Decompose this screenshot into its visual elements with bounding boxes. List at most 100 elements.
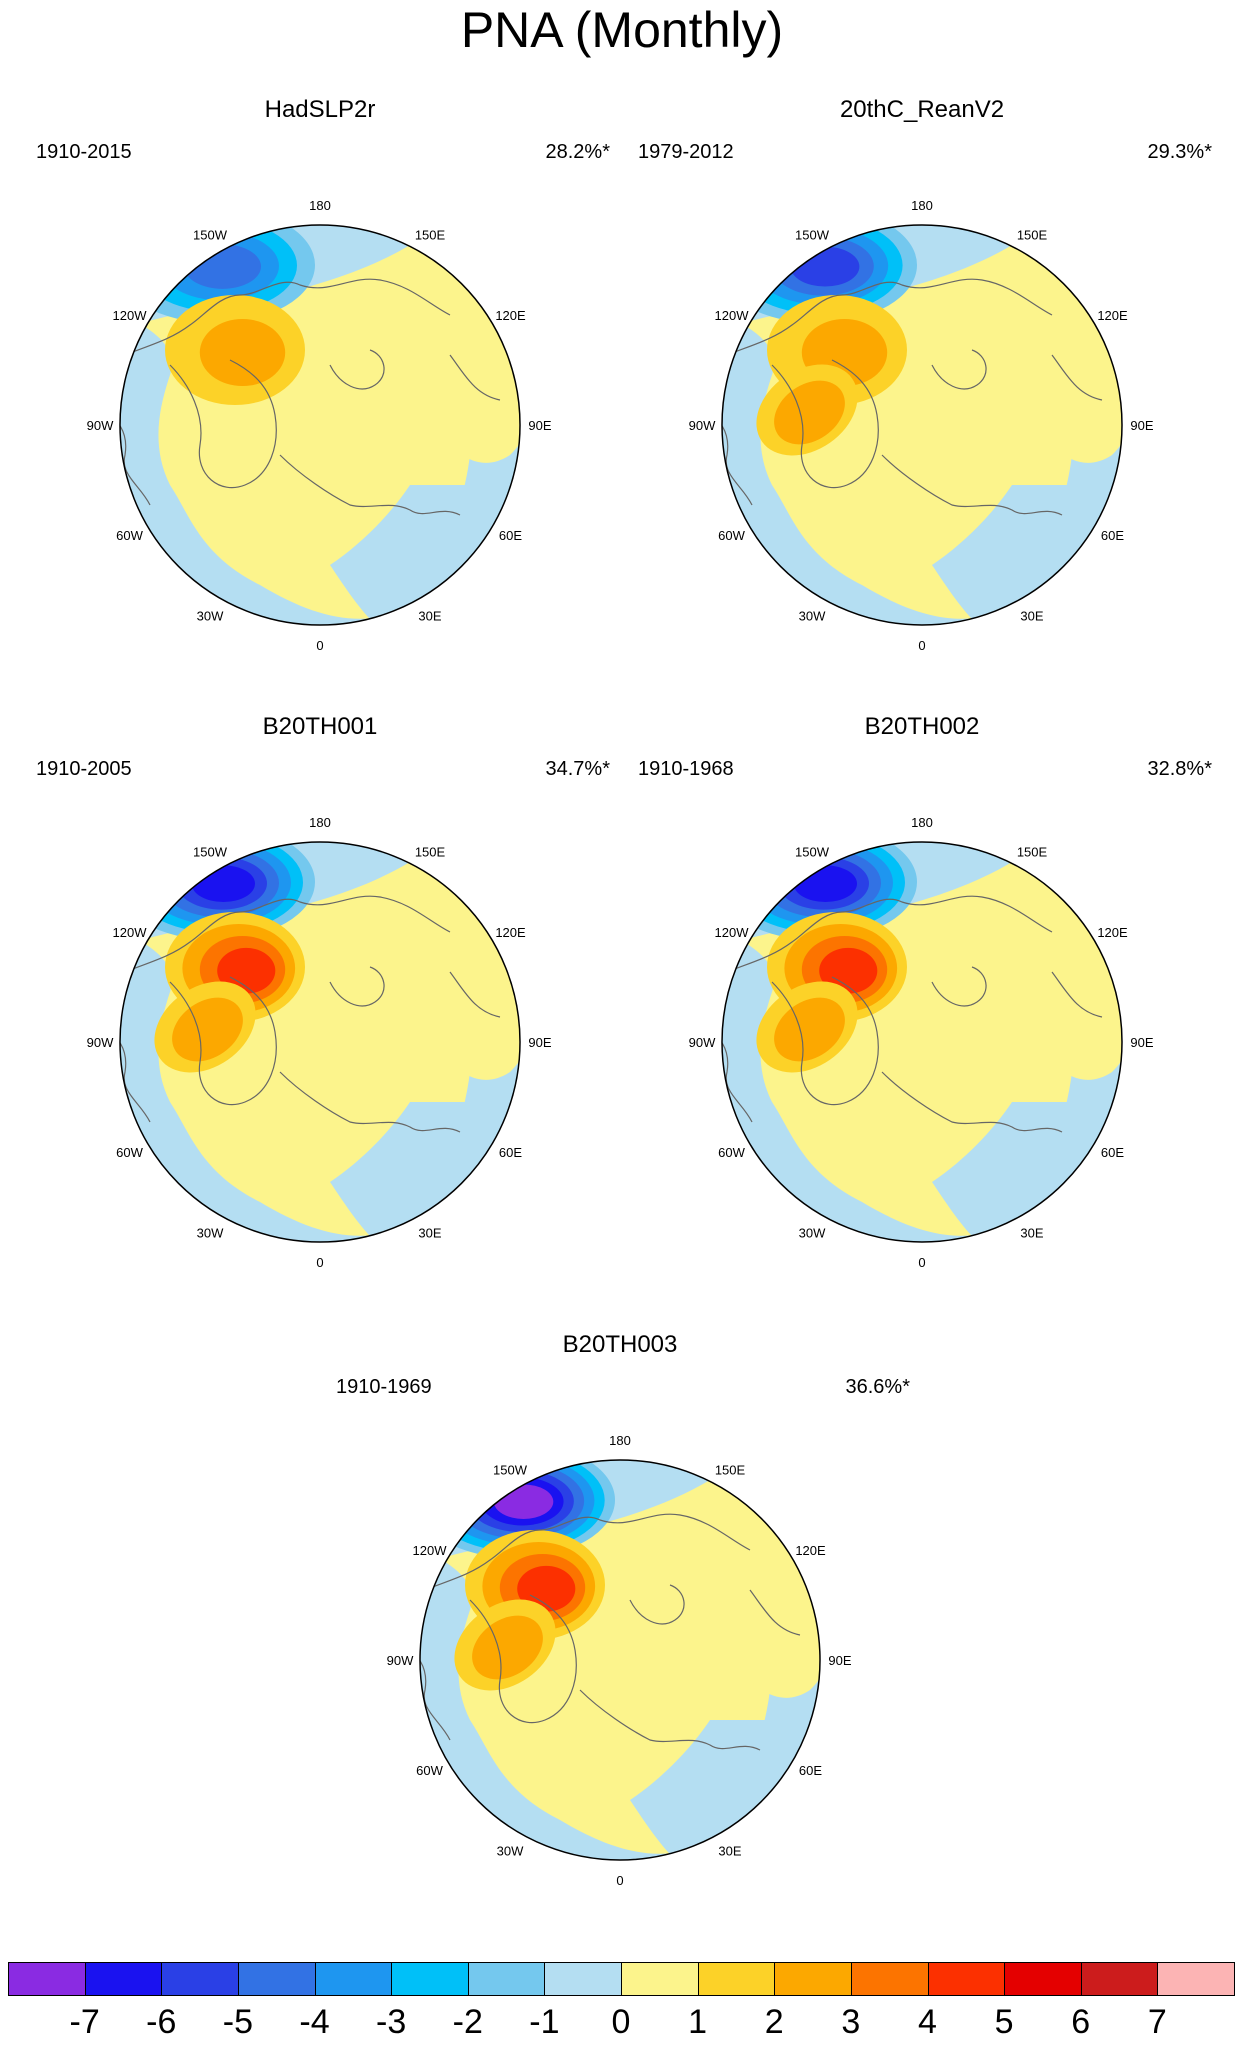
longitude-label: 120W [715, 308, 750, 323]
coastline [329, 966, 385, 1007]
coastline [449, 354, 501, 401]
coastline [931, 349, 987, 390]
longitude-label: 90E [1130, 1035, 1153, 1050]
longitude-label: 30E [1020, 1226, 1043, 1241]
longitude-label: 60E [499, 1145, 522, 1160]
map-border [721, 841, 1123, 1243]
longitude-label: 90W [87, 1035, 114, 1050]
polar-map: 180 150E 120E 90E 60E 30E 0 30W 60W 90W 120W 150W [689, 198, 1154, 653]
coastline [120, 394, 151, 506]
high-contour-4 [517, 1565, 576, 1612]
longitude-label: 180 [609, 1433, 631, 1448]
panel-period: 1910-2005 [36, 758, 132, 780]
colorbar-tick-label: 3 [841, 2003, 861, 2041]
longitude-label: 150E [415, 228, 446, 243]
longitude-label: 90W [689, 418, 716, 433]
coastline [469, 1594, 577, 1724]
colorbar-box [8, 1962, 86, 1996]
longitude-label: 120E [495, 308, 526, 323]
panel-variance: 28.2%* [545, 141, 611, 163]
colorbar-tick-label: 0 [611, 2003, 631, 2041]
colorbar-box [697, 1962, 776, 1996]
coastline [749, 1589, 801, 1636]
figure-title: PNA (Monthly) [460, 2, 784, 58]
longitude-label: 0 [316, 638, 323, 653]
longitude-label: 30W [799, 1226, 826, 1241]
longitude-label: 60E [799, 1763, 822, 1778]
panel-variance: 29.3%* [1147, 141, 1213, 163]
longitude-label: 30E [718, 1844, 741, 1859]
panel-period: 1979-2012 [638, 141, 734, 163]
longitude-label: 120W [715, 925, 750, 940]
colorbar-box [314, 1962, 393, 1996]
high-contour-4 [217, 947, 276, 994]
map-border [119, 224, 521, 626]
coastline [1051, 971, 1103, 1018]
colorbar-tick-label: 1 [688, 2003, 708, 2041]
panel-variance: 34.7%* [545, 758, 611, 780]
longitude-label: 90W [689, 1035, 716, 1050]
colorbar-tick-label: -4 [299, 2003, 330, 2041]
colorbar-tick-label: -5 [222, 2003, 253, 2041]
longitude-label: 180 [911, 198, 933, 213]
longitude-label: 30E [418, 1226, 441, 1241]
coastline [329, 349, 385, 390]
longitude-label: 60W [718, 1145, 745, 1160]
longitude-label: 60E [1101, 528, 1124, 543]
colorbar-box [1080, 1962, 1159, 1996]
contour-field [722, 842, 1122, 1242]
coastline [881, 454, 1063, 516]
contour-field [120, 842, 520, 1242]
longitude-label: 150E [1017, 228, 1048, 243]
map-border [419, 1459, 821, 1861]
colorbar-tick-label: -2 [452, 2003, 483, 2041]
panel-period: 1910-2015 [36, 141, 132, 163]
longitude-label: 60W [116, 1145, 143, 1160]
panel-title: B20TH003 [562, 1331, 678, 1358]
longitude-label: 0 [918, 1255, 925, 1270]
panel-b20th001: B20TH001 1910-2005 34.7%* 180 150E 120E 90E… [30, 712, 610, 1312]
longitude-label: 30E [418, 609, 441, 624]
coastline [726, 895, 1053, 973]
longitude-label: 150W [193, 845, 228, 860]
longitude-label: 150E [415, 845, 446, 860]
colorbar-box [774, 1962, 852, 1996]
longitude-label: 150E [1017, 845, 1048, 860]
coastline [771, 976, 879, 1106]
colorbar-box [84, 1962, 163, 1996]
longitude-label: 120W [413, 1543, 448, 1558]
longitude-label: 0 [918, 638, 925, 653]
colorbar-box [1157, 1962, 1235, 1996]
panel-hadslp2r: HadSLP2r 1910-2015 28.2%* 180 150E 120E 90E… [30, 95, 610, 695]
panel-variance: 32.8%* [1147, 758, 1213, 780]
longitude-label: 30E [1020, 609, 1043, 624]
longitude-label: 120W [113, 925, 148, 940]
colorbar-box [1004, 1962, 1082, 1996]
coastline [722, 1011, 753, 1123]
longitude-label: 60E [499, 528, 522, 543]
colorbar-box [850, 1962, 929, 1996]
longitude-label: 30W [799, 609, 826, 624]
panel-title: B20TH001 [262, 713, 378, 740]
longitude-label: 90E [1130, 418, 1153, 433]
longitude-label: 120E [1097, 308, 1128, 323]
panel-title: B20TH002 [864, 713, 980, 740]
coastline [449, 971, 501, 1018]
coastline [629, 1584, 685, 1625]
map-border [119, 841, 521, 1243]
longitude-label: 30W [197, 609, 224, 624]
longitude-label: 0 [616, 1873, 623, 1888]
coastline [881, 1071, 1063, 1133]
panel-variance: 36.6%* [845, 1376, 911, 1398]
panel-period: 1910-1968 [638, 758, 734, 780]
contour-field [120, 225, 520, 625]
panel-period: 1910-1969 [336, 1376, 432, 1398]
colorbar-box [237, 1962, 316, 1996]
atlantic-high-contour-2 [774, 380, 845, 445]
longitude-label: 60W [718, 528, 745, 543]
atlantic-high-contour-2 [172, 997, 243, 1062]
colorbar-tick-label: 7 [1147, 2003, 1167, 2041]
coastline [120, 1011, 151, 1123]
panel-title: 20thC_ReanV2 [839, 96, 1005, 123]
colorbar-box [544, 1962, 622, 1996]
